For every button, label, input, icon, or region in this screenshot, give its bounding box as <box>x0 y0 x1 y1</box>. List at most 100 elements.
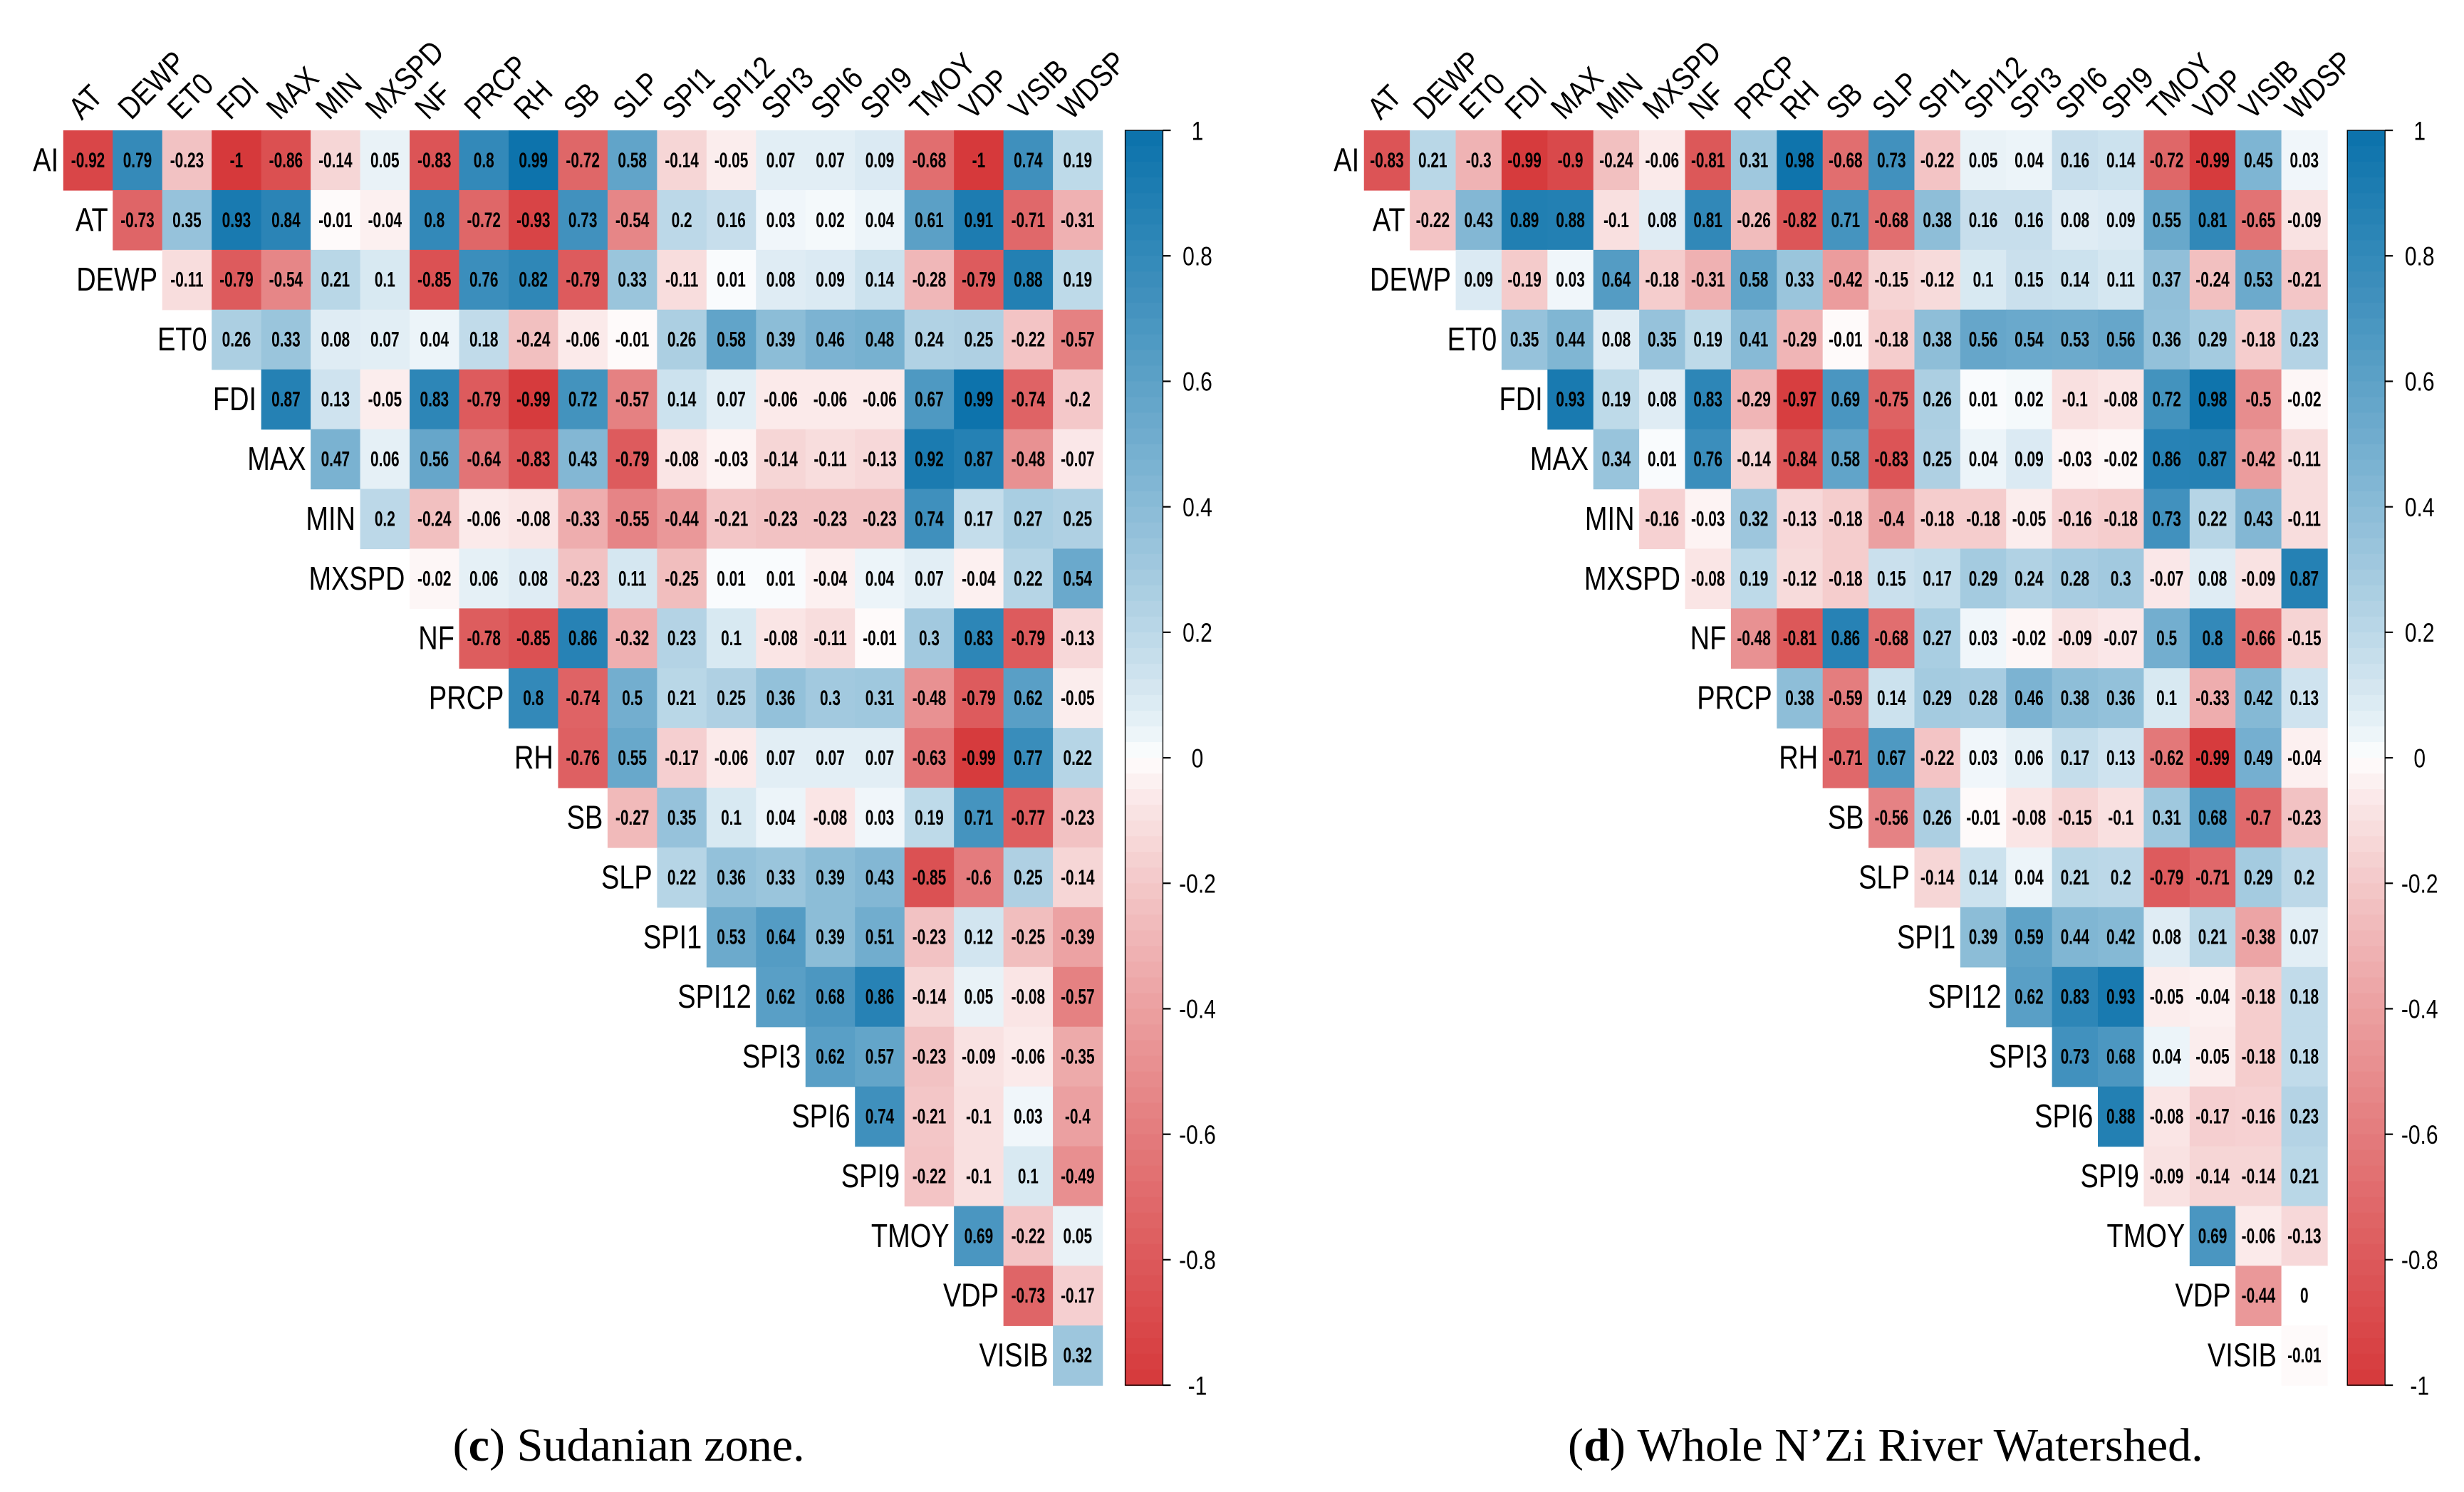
cell-value-label: 0.29 <box>2244 866 2273 889</box>
heatmap-cell <box>1593 309 1640 370</box>
cell-value-label: -0.31 <box>1061 209 1094 231</box>
heatmap-cell <box>2281 309 2328 370</box>
row-label: PRCP <box>1697 679 1772 716</box>
heatmap-cell <box>2189 548 2236 609</box>
heatmap-cell <box>2052 369 2099 430</box>
colorbar-segment <box>2347 1024 2386 1041</box>
cell-value-label: -0.05 <box>2150 986 2183 1008</box>
heatmap-cell <box>756 429 806 490</box>
heatmap-cell <box>1053 788 1103 848</box>
heatmap-cell <box>855 309 905 370</box>
colorbar-segment <box>2347 773 2386 790</box>
cell-value-label: -0.54 <box>615 209 650 231</box>
heatmap-cell <box>410 249 460 311</box>
row-label: MXSPD <box>1584 560 1680 596</box>
heatmap-cell <box>162 130 212 191</box>
cell-value-label: 0.29 <box>2198 328 2228 351</box>
colorbar-segment <box>2347 162 2386 178</box>
heatmap-cell <box>1501 309 1548 370</box>
heatmap-cell <box>1868 369 1915 430</box>
heatmap-cell <box>2052 489 2099 550</box>
heatmap-cell <box>1455 249 1502 311</box>
cell-value-label: -0.11 <box>813 448 846 471</box>
cell-value-label: 0.16 <box>2061 149 2090 172</box>
colorbar-segment <box>1125 852 1163 869</box>
cell-value-label: 0.81 <box>1693 209 1722 231</box>
column-label: MIN <box>309 66 369 126</box>
colorbar-segment <box>1125 632 1163 649</box>
colorbar-segment <box>2347 1243 2386 1261</box>
cell-value-label: 0.07 <box>816 747 845 770</box>
cell-value-label: -0.05 <box>714 149 748 172</box>
cell-value-label: 0.54 <box>1064 568 1093 590</box>
heatmap-cell <box>1868 189 1915 251</box>
heatmap-cell <box>1777 548 1824 609</box>
cell-value-label: -0.1 <box>1603 209 1629 231</box>
cell-value-label: 0.05 <box>1064 1225 1093 1248</box>
heatmap-cell <box>1053 1266 1103 1326</box>
heatmap-cell <box>855 608 905 669</box>
heatmap-cell <box>2281 907 2328 968</box>
heatmap-cell <box>1053 907 1103 968</box>
cell-value-label: 0.06 <box>469 568 499 590</box>
heatmap-cell <box>1003 1206 1054 1266</box>
heatmap-cell <box>756 907 806 968</box>
heatmap-cell <box>904 429 955 490</box>
heatmap-cell <box>2143 1146 2190 1207</box>
heatmap-cell <box>2281 1325 2328 1386</box>
cell-value-label: 0.71 <box>1831 209 1861 231</box>
cell-value-label: 0.73 <box>568 209 598 231</box>
cell-value-label: -0.97 <box>1783 388 1816 411</box>
colorbar-segment <box>2347 1181 2386 1198</box>
cell-value-label: 0.05 <box>1969 149 1998 172</box>
cell-value-label: 0.21 <box>667 687 697 710</box>
heatmap-cell <box>459 548 509 609</box>
cell-value-label: -0.08 <box>516 508 550 531</box>
heatmap-cell <box>1868 489 1915 550</box>
heatmap-cell <box>855 668 905 729</box>
colorbar-segment <box>2347 397 2386 414</box>
colorbar-segment <box>2347 350 2386 367</box>
heatmap-cell <box>1639 309 1686 370</box>
cell-value-label: 0.04 <box>1969 448 1998 471</box>
heatmap-cell <box>2143 728 2190 788</box>
cell-value-label: 0.88 <box>2106 1105 2136 1128</box>
heatmap-cell <box>2052 189 2099 251</box>
heatmap-cell <box>805 429 856 490</box>
cell-value-label: 0.13 <box>2290 687 2319 710</box>
cell-value-label: 0.93 <box>222 209 251 231</box>
row-label: SPI12 <box>677 979 751 1015</box>
cell-value-label: -0.05 <box>2012 508 2046 531</box>
cell-value-label: 0.07 <box>766 149 796 172</box>
heatmap-cell <box>1914 788 1961 848</box>
colorbar-segment <box>2347 318 2386 335</box>
heatmap-cell <box>1003 668 1054 729</box>
cell-value-label: -0.79 <box>962 268 995 291</box>
cell-value-label: 0.45 <box>2244 149 2273 172</box>
cell-value-label: 0.28 <box>2061 568 2090 590</box>
heatmap-cell <box>212 189 262 251</box>
cell-value-label: -0.1 <box>966 1165 992 1188</box>
heatmap-cell <box>311 130 361 191</box>
colorbar-segment <box>1125 1196 1163 1214</box>
heatmap-cell <box>706 309 757 370</box>
heatmap-cell <box>1053 489 1103 550</box>
heatmap-cell <box>1053 1086 1103 1147</box>
colorbar-tick-label: 0.6 <box>2405 367 2435 397</box>
cell-value-label: 0.64 <box>766 926 796 949</box>
heatmap-cell <box>360 189 410 251</box>
heatmap-cell <box>1003 548 1054 609</box>
heatmap-cell <box>2143 130 2190 191</box>
heatmap-cell <box>2189 189 2236 251</box>
heatmap-cell <box>1053 1325 1103 1386</box>
cell-value-label: 0.67 <box>1877 747 1906 770</box>
heatmap-cell <box>706 548 757 609</box>
heatmap-cell <box>1685 130 1732 191</box>
cell-value-label: -0.01 <box>318 209 352 231</box>
cell-value-label: -0.48 <box>913 687 946 710</box>
cell-value-label: -0.83 <box>1875 448 1908 471</box>
caption-c-text: Sudanian zone. <box>517 1419 805 1471</box>
row-label: SB <box>567 799 603 835</box>
colorbar-segment <box>1125 303 1163 320</box>
colorbar-segment <box>2347 663 2386 680</box>
